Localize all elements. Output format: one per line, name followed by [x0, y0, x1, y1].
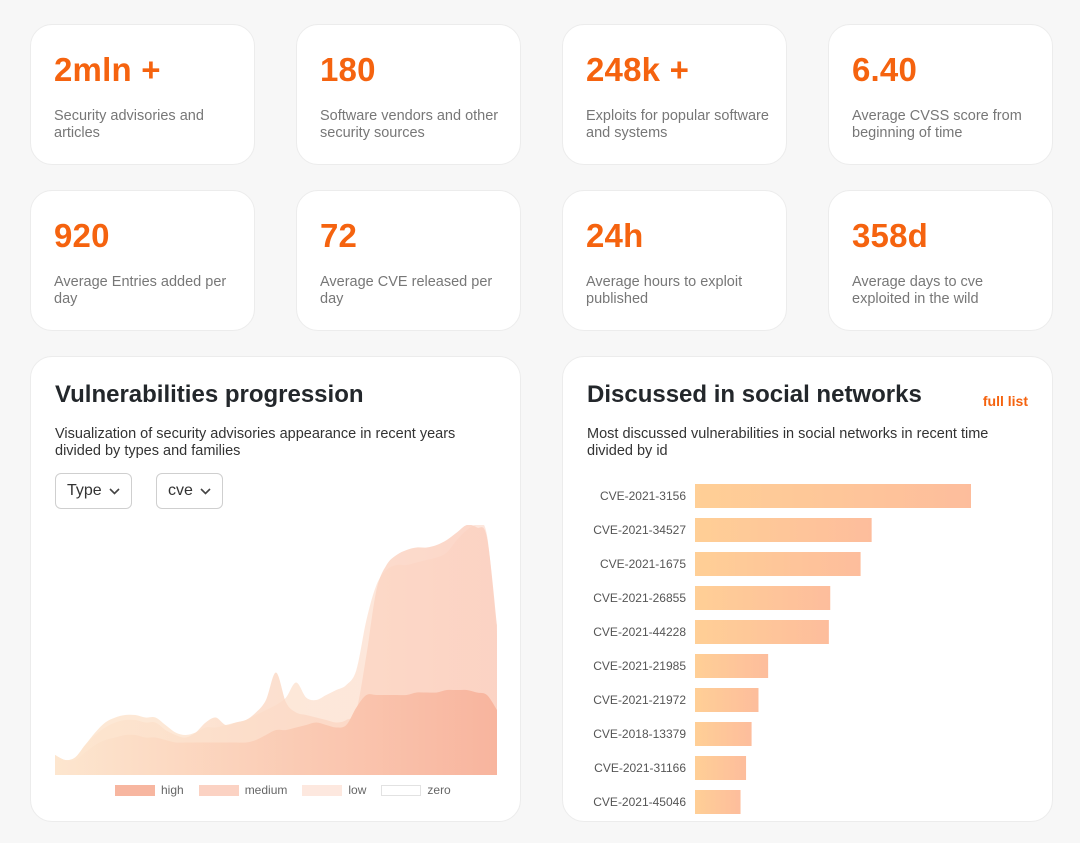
legend-item-high[interactable]: high: [115, 783, 184, 797]
stat-label: Exploits for popular software and system…: [586, 108, 769, 141]
stat-value: 180: [320, 51, 376, 88]
bar-label: CVE-2021-45046: [593, 795, 686, 809]
bar-cve-2021-31166[interactable]: [695, 756, 747, 780]
bar-cve-2018-13379[interactable]: [695, 722, 752, 746]
social-bar-chart: CVE-2021-3156 CVE-2021-34527 CVE-2021-1675…: [593, 484, 971, 814]
bar-label: CVE-2021-21985: [593, 659, 686, 673]
bar-cve-2021-21985[interactable]: [695, 654, 769, 678]
progression-area-chart: [55, 525, 497, 775]
stat-label: Software vendors and other security sour…: [320, 108, 499, 141]
stat-label: Average CVSS score from beginning of tim…: [852, 108, 1022, 141]
legend-item-zero[interactable]: zero: [381, 783, 451, 797]
stat-card-exploits: 248k + Exploits for popular software and…: [562, 24, 787, 165]
stat-card-cve-per-day: 72 Average CVE released per day: [296, 190, 521, 331]
type-dropdown[interactable]: Type: [55, 473, 132, 509]
stat-card-entries-per-day: 920 Average Entries added per day: [30, 190, 255, 331]
dropdown-label: cve: [168, 482, 193, 499]
bar-label: CVE-2021-26855: [593, 591, 686, 605]
legend-swatch-medium: [198, 784, 239, 796]
panel-title: Discussed in social networks: [587, 381, 922, 408]
legend-swatch-high: [115, 784, 155, 796]
legend-item-medium[interactable]: medium: [198, 783, 288, 797]
family-dropdown[interactable]: cve: [156, 473, 223, 509]
bar-label: CVE-2021-3156: [600, 489, 686, 503]
bar-label: CVE-2021-1675: [600, 557, 686, 571]
bar-label: CVE-2021-31166: [594, 761, 686, 775]
legend-swatch-low: [302, 784, 343, 796]
bar-label: CVE-2021-44228: [593, 625, 686, 639]
bar-label: CVE-2018-13379: [593, 727, 686, 741]
chevron-down-icon: [200, 487, 211, 495]
stat-value: 2mln +: [54, 51, 161, 88]
bar-cve-2021-3156[interactable]: [695, 484, 971, 508]
area-series-high: [55, 689, 497, 775]
bar-cve-2021-21972[interactable]: [695, 688, 759, 712]
legend-item-low[interactable]: low: [302, 783, 366, 797]
vulnerabilities-progression-panel: Vulnerabilities progression Visualizatio…: [30, 356, 521, 822]
legend-label: medium: [244, 783, 288, 797]
stat-label: Average CVE released per day: [320, 274, 493, 307]
stat-card-days-exploited: 358d Average days to cve exploited in th…: [828, 190, 1053, 331]
stat-value: 920: [54, 217, 110, 254]
bar-label: CVE-2021-21972: [593, 693, 686, 707]
stat-label: Average hours to exploit published: [586, 274, 743, 307]
chevron-down-icon: [109, 487, 120, 495]
bar-cve-2021-44228[interactable]: [695, 620, 829, 644]
panel-description: Most discussed vulnerabilities in social…: [587, 426, 989, 459]
chart-legend: high medium low zero: [115, 783, 451, 797]
bar-cve-2021-26855[interactable]: [695, 586, 831, 610]
stat-value: 6.40: [852, 51, 918, 88]
stat-label: Average Entries added per day: [54, 274, 227, 307]
panel-description: Visualization of security advisories app…: [55, 426, 456, 459]
legend-label: zero: [427, 783, 451, 797]
stat-value: 24h: [586, 217, 644, 254]
legend-label: low: [348, 783, 367, 797]
stat-value: 358d: [852, 217, 929, 254]
stat-label: Average days to cve exploited in the wil…: [852, 274, 984, 307]
stat-label: Security advisories and articles: [54, 108, 204, 141]
legend-swatch-zero: [381, 784, 422, 796]
stat-card-advisories: 2mln + Security advisories and articles: [30, 24, 255, 165]
social-networks-panel: Discussed in social networks full list M…: [562, 356, 1053, 822]
legend-label: high: [161, 783, 184, 797]
stat-card-vendors: 180 Software vendors and other security …: [296, 24, 521, 165]
bar-cve-2021-1675[interactable]: [695, 552, 861, 576]
bar-cve-2021-34527[interactable]: [695, 518, 872, 542]
panel-title: Vulnerabilities progression: [55, 381, 364, 408]
stat-value: 248k +: [586, 51, 690, 88]
bar-label: CVE-2021-34527: [593, 523, 686, 537]
dropdown-label: Type: [67, 482, 102, 499]
stat-card-cvss: 6.40 Average CVSS score from beginning o…: [828, 24, 1053, 165]
bar-cve-2021-45046[interactable]: [695, 790, 741, 814]
stat-value: 72: [320, 217, 358, 254]
full-list-link[interactable]: full list: [982, 393, 1028, 409]
stat-card-hours-to-exploit: 24h Average hours to exploit published: [562, 190, 787, 331]
